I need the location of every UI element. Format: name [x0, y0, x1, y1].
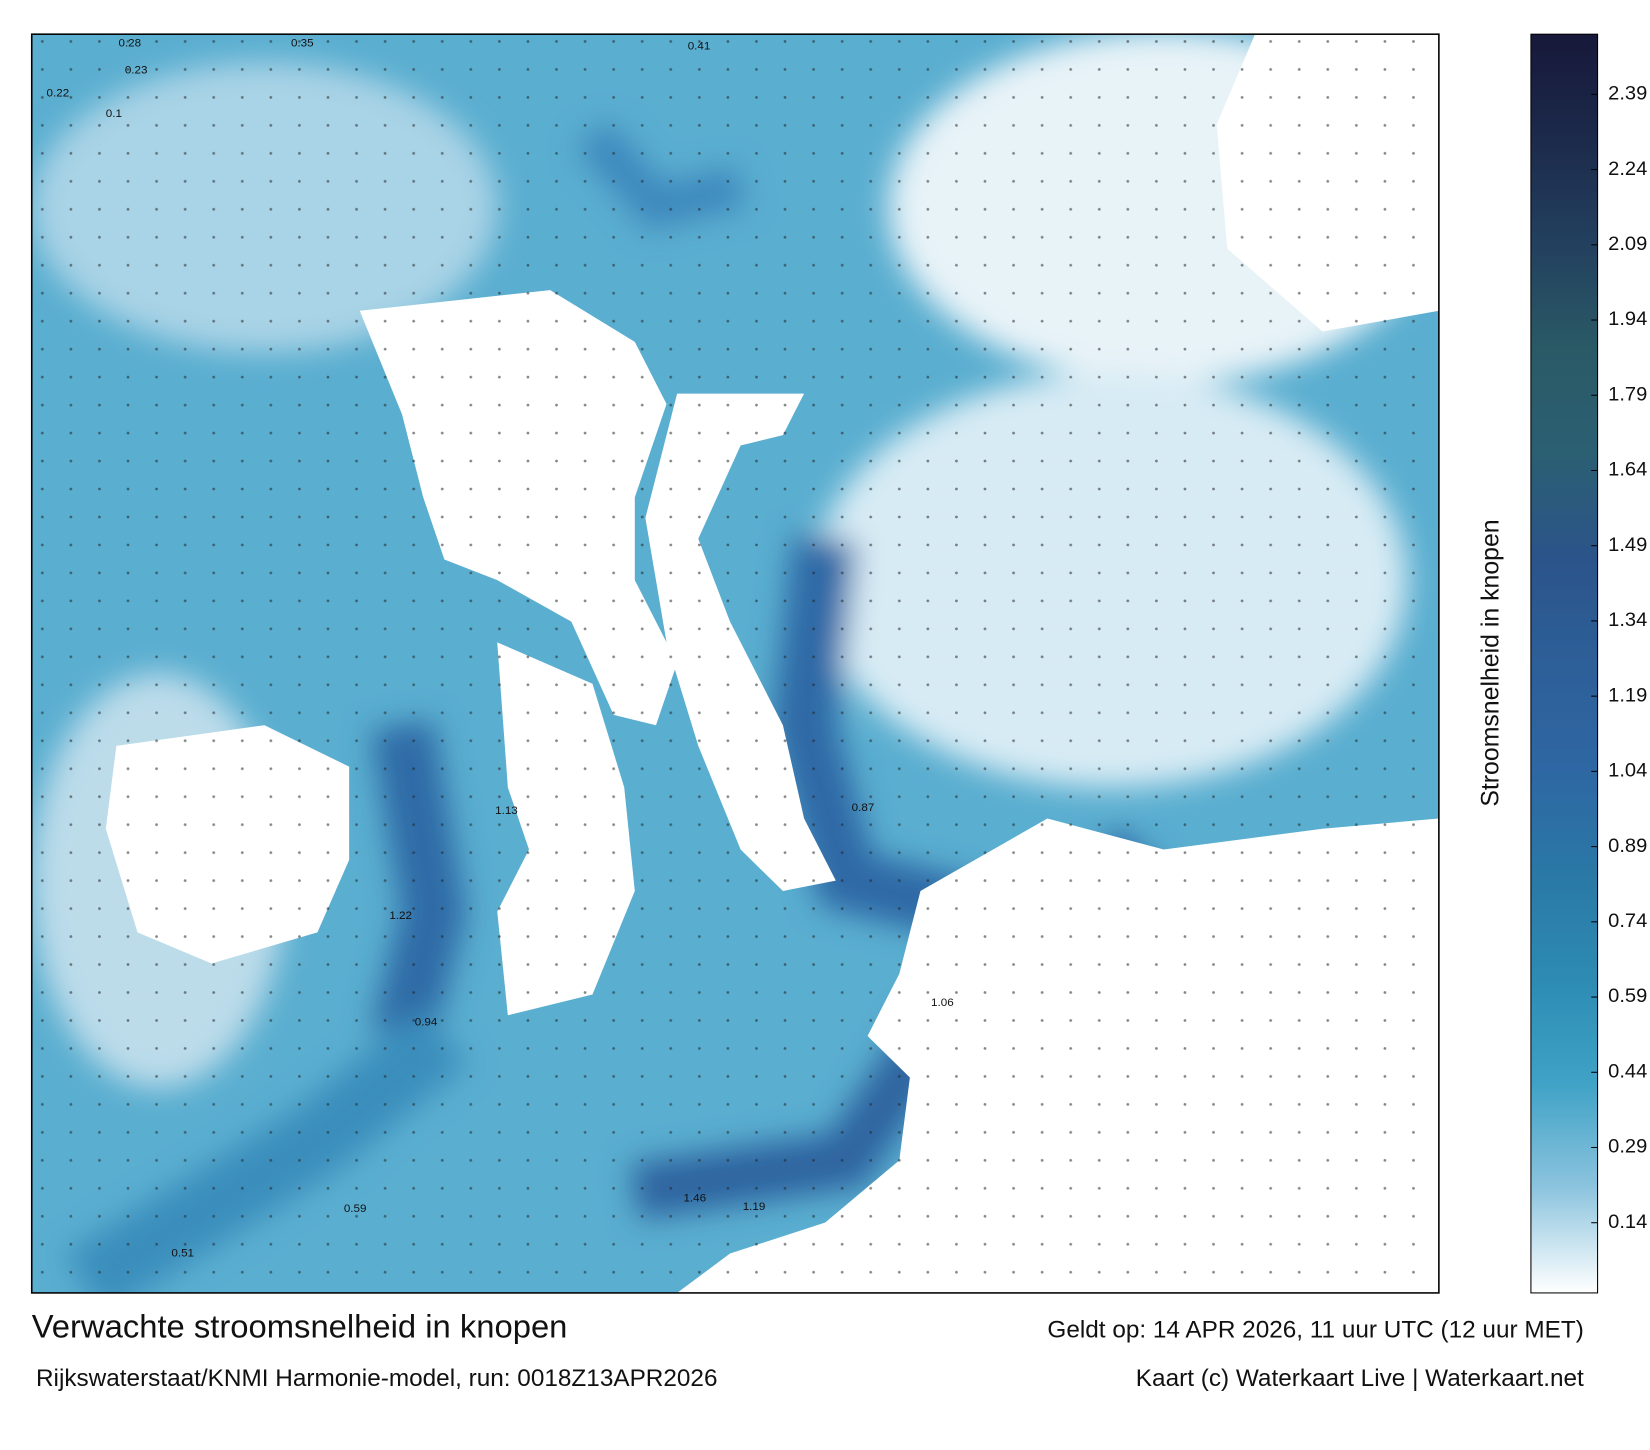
map-area: 0.28 0.23 0.22 0.35 0.41 0.1 1.22 1.46 1.19 1.06 0…: [31, 34, 1439, 1293]
colorbar-fill: [1530, 34, 1598, 1293]
speed-label: 1.22: [389, 910, 412, 922]
speed-label: 0.59: [344, 1203, 367, 1215]
colorbar-tick-label: 0.74: [1608, 910, 1647, 932]
speed-label: 1.46: [683, 1193, 706, 1205]
colorbar-tick-label: 1.79: [1608, 384, 1647, 406]
speed-label: 0.28: [118, 38, 141, 50]
speed-label: 0.51: [171, 1248, 194, 1260]
colorbar-tick-label: 1.49: [1608, 534, 1647, 556]
colorbar-tick-label: 0.14: [1608, 1211, 1647, 1233]
speed-label: 0.87: [852, 802, 875, 814]
colorbar-label: Stroomsnelheid in knopen: [1476, 519, 1504, 806]
title: Verwachte stroomsnelheid in knopen: [32, 1309, 568, 1345]
speed-label: 1.13: [495, 805, 518, 817]
colorbar-tick-label: 0.89: [1608, 835, 1647, 857]
subtitle: Rijkswaterstaat/KNMI Harmonie-model, run…: [36, 1365, 718, 1392]
colorbar-tick-label: 2.39: [1608, 83, 1647, 105]
colorbar-tick-label: 2.09: [1608, 233, 1647, 255]
speed-label: 0.23: [125, 65, 148, 77]
speed-label: 1.19: [743, 1201, 766, 1213]
colorbar-frame: [1530, 33, 1599, 1294]
colorbar-tick-label: 0.44: [1608, 1061, 1647, 1083]
colorbar-tick-label: 1.64: [1608, 459, 1647, 481]
speed-label: 0.94: [415, 1017, 438, 1029]
grid-dots: [31, 34, 1439, 1293]
colorbar-tick-label: 1.34: [1608, 609, 1647, 631]
colorbar-tick-label: 0.59: [1608, 985, 1647, 1007]
colorbar-tick-label: 1.94: [1608, 308, 1647, 330]
colorbar-tick-label: 1.19: [1608, 685, 1647, 707]
map-frame: [30, 33, 1440, 1294]
credit: Kaart (c) Waterkaart Live | Waterkaart.n…: [1136, 1365, 1584, 1392]
speed-label: 0.41: [688, 41, 711, 53]
speed-label: 1.06: [931, 997, 954, 1009]
colorbar-tick-label: 0.29: [1608, 1136, 1647, 1158]
colorbar-tick-label: 1.04: [1608, 760, 1647, 782]
speed-label: 0.1: [106, 108, 122, 120]
speed-label: 0.35: [291, 38, 314, 50]
colorbar: 0.14 0.29 0.44 0.59 0.74 0.89 1.04 1.19 1.34 1.49…: [1530, 34, 1647, 1293]
speed-label: 0.22: [47, 87, 70, 99]
valid-time: Geldt op: 14 APR 2026, 11 uur UTC (12 uu…: [1047, 1317, 1583, 1344]
colorbar-tick-label: 2.24: [1608, 158, 1647, 180]
